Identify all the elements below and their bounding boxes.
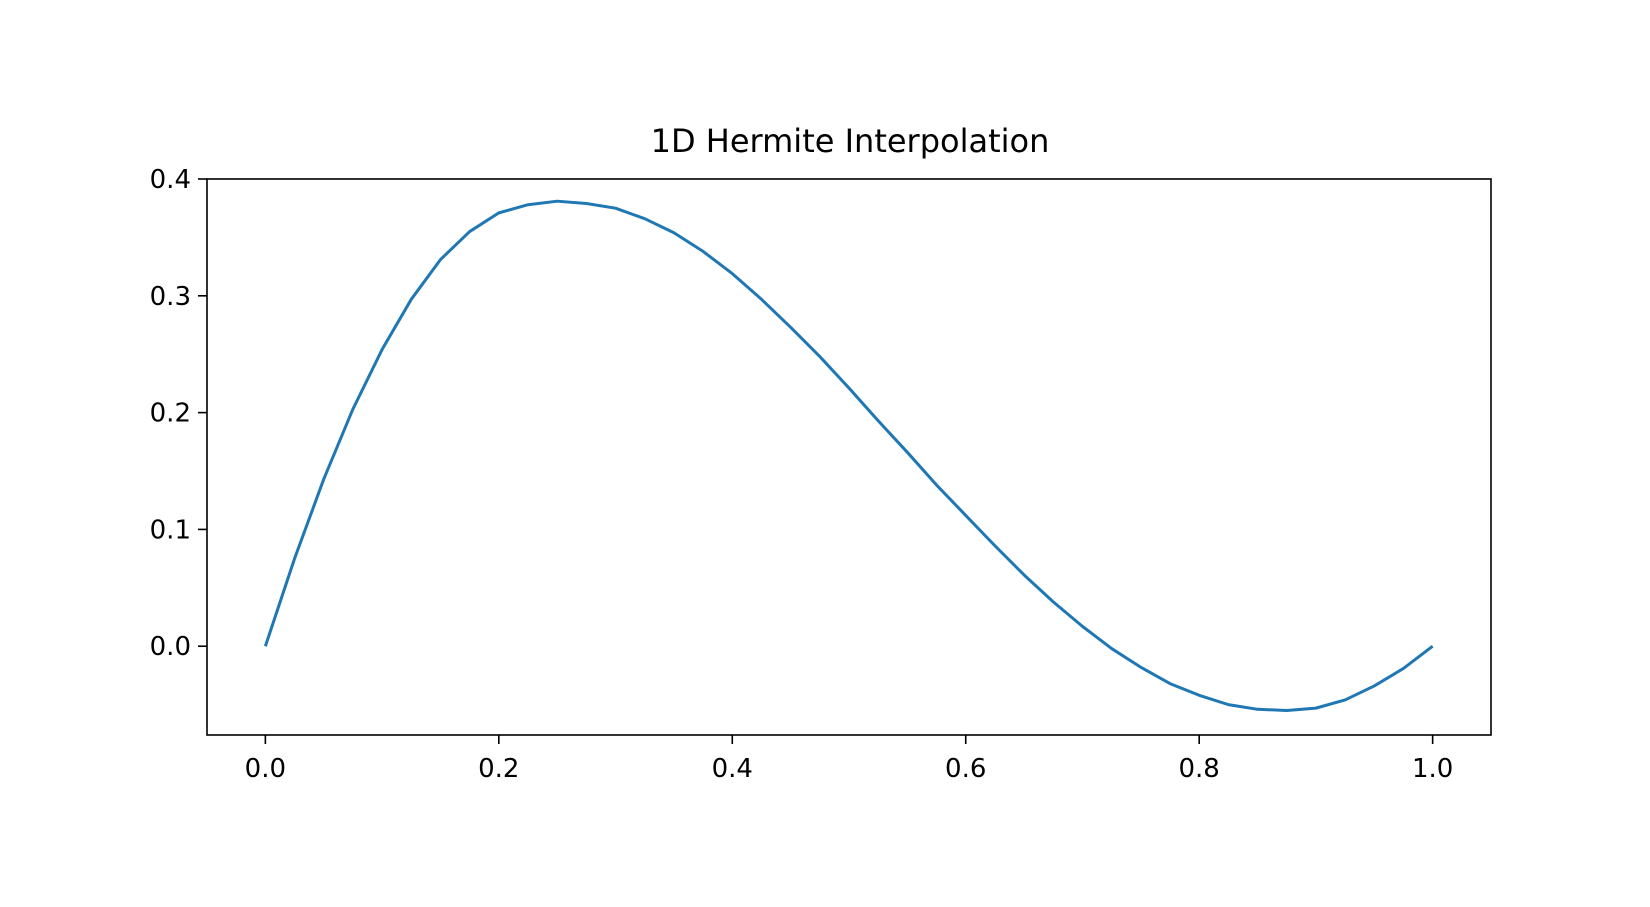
y-tick-label: 0.3 — [150, 282, 191, 312]
x-tick-label: 0.8 — [1179, 754, 1220, 784]
series-line-0 — [263, 199, 1434, 712]
axes-frame — [206, 178, 1492, 736]
x-tick-label: 0.6 — [945, 754, 986, 784]
x-tick-label: 1.0 — [1412, 754, 1453, 784]
plot-area — [206, 178, 1492, 736]
y-tick-label: 0.0 — [150, 632, 191, 662]
x-tick-label: 0.0 — [245, 754, 286, 784]
x-tick-label: 0.4 — [712, 754, 753, 784]
y-tick-label: 0.2 — [150, 399, 191, 429]
chart-title: 1D Hermite Interpolation — [651, 122, 1050, 160]
y-axis: 0.0 0.1 0.2 0.3 0.4 — [150, 165, 207, 662]
y-tick-label: 0.1 — [150, 515, 191, 545]
x-axis: 0.0 0.2 0.4 0.6 0.8 1.0 — [245, 735, 1453, 784]
y-tick-label: 0.4 — [150, 165, 191, 195]
x-tick-label: 0.2 — [478, 754, 519, 784]
